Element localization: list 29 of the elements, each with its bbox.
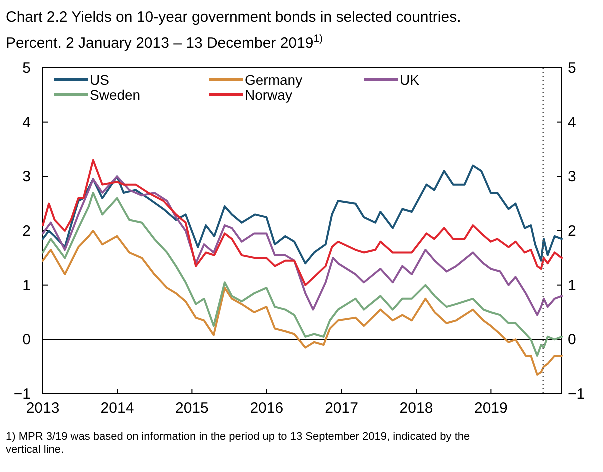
- chart-title: Chart 2.2 Yields on 10-year government bonds in selected countries.: [6, 9, 462, 26]
- x-tick-label: 2014: [100, 400, 134, 417]
- x-tick-label: 2016: [250, 400, 284, 417]
- x-tick-label: 2018: [400, 400, 434, 417]
- legend-label: Norway: [245, 87, 292, 103]
- y2-tick-label: 2: [568, 223, 576, 240]
- y-tick-label: 4: [22, 114, 31, 132]
- x-tick-label: 2019: [474, 400, 508, 417]
- y-tick-label: 1: [22, 277, 31, 294]
- y2-tick-label: 3: [568, 168, 576, 186]
- y-tick-label: 5: [22, 60, 31, 77]
- y2-tick-label: 1: [568, 277, 576, 294]
- y2-tick-label: 0: [568, 332, 576, 349]
- y2-tick-label: −1: [568, 386, 586, 403]
- y-tick-label: 0: [22, 332, 31, 349]
- y2-tick-label: 4: [568, 114, 576, 132]
- x-tick-label: 2017: [325, 400, 358, 417]
- chart-subtitle: Percent. 2 January 2013 – 13 December 2019$^{1)}$: [6, 33, 324, 52]
- text: 1) MPR 3/19 was based on information in the period up to 13 September 2019, indicated by the vertical line.: [6, 431, 470, 456]
- x-tick-label: 2013: [26, 400, 60, 417]
- legend-label: Germany: [245, 72, 303, 88]
- y2-tick-label: 5: [568, 60, 576, 77]
- legend-label: US: [90, 72, 110, 88]
- x-tick-label: 2015: [176, 400, 209, 417]
- y-tick-label: 3: [22, 168, 31, 186]
- y-tick-label: −1: [14, 386, 31, 403]
- y-tick-label: 2: [22, 223, 31, 240]
- legend-label: Sweden: [90, 87, 141, 103]
- legend-label: UK: [400, 72, 420, 88]
